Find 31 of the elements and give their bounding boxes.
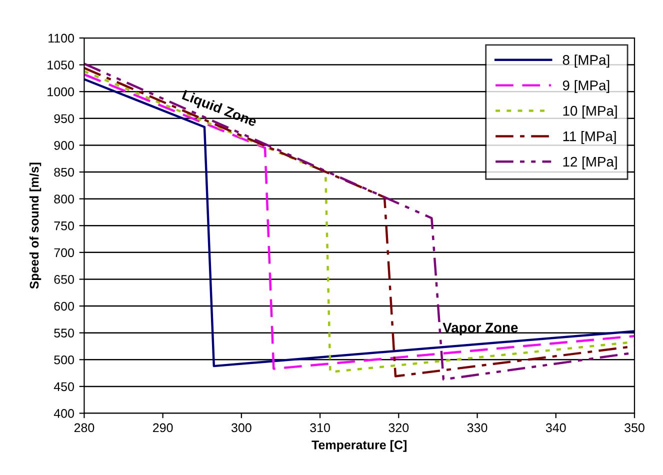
x-tick-label: 280 (74, 423, 94, 432)
x-tick-label: 300 (231, 423, 252, 432)
annotation: Vapor Zone (442, 322, 518, 336)
y-tick-label: 600 (54, 302, 74, 311)
y-tick-label: 1000 (48, 87, 74, 96)
legend-label: 8 [MPa] (562, 54, 610, 68)
y-tick-label: 800 (54, 194, 74, 204)
y-tick-label: 900 (54, 141, 74, 150)
y-tick-label: 450 (54, 382, 74, 392)
legend-label: 9 [MPa] (562, 80, 610, 94)
y-axis-title: Speed of sound [m/s] (29, 162, 42, 289)
y-tick-label: 1050 (48, 60, 74, 70)
x-tick-label: 330 (467, 423, 488, 432)
legend-label: 11 [MPa] (563, 131, 616, 144)
x-tick-label: 350 (624, 423, 644, 432)
y-tick-label: 500 (54, 355, 74, 364)
y-tick-label: 400 (54, 409, 74, 418)
x-tick-label: 340 (546, 423, 566, 432)
x-tick-label: 320 (388, 423, 409, 432)
x-tick-label: 290 (153, 423, 173, 432)
x-tick-label: 310 (310, 423, 330, 432)
y-tick-label: 550 (54, 328, 74, 338)
y-tick-label: 950 (54, 114, 74, 124)
y-tick-label: 650 (54, 275, 74, 284)
x-axis-title: Temperature [C] (312, 440, 406, 452)
legend-label: 10 [MPa] (563, 106, 617, 119)
legend-label: 12 [MPa] (563, 156, 617, 170)
y-tick-label: 1100 (48, 34, 74, 43)
y-tick-label: 750 (54, 221, 74, 230)
y-tick-label: 850 (54, 168, 74, 177)
y-tick-label: 700 (54, 248, 74, 258)
